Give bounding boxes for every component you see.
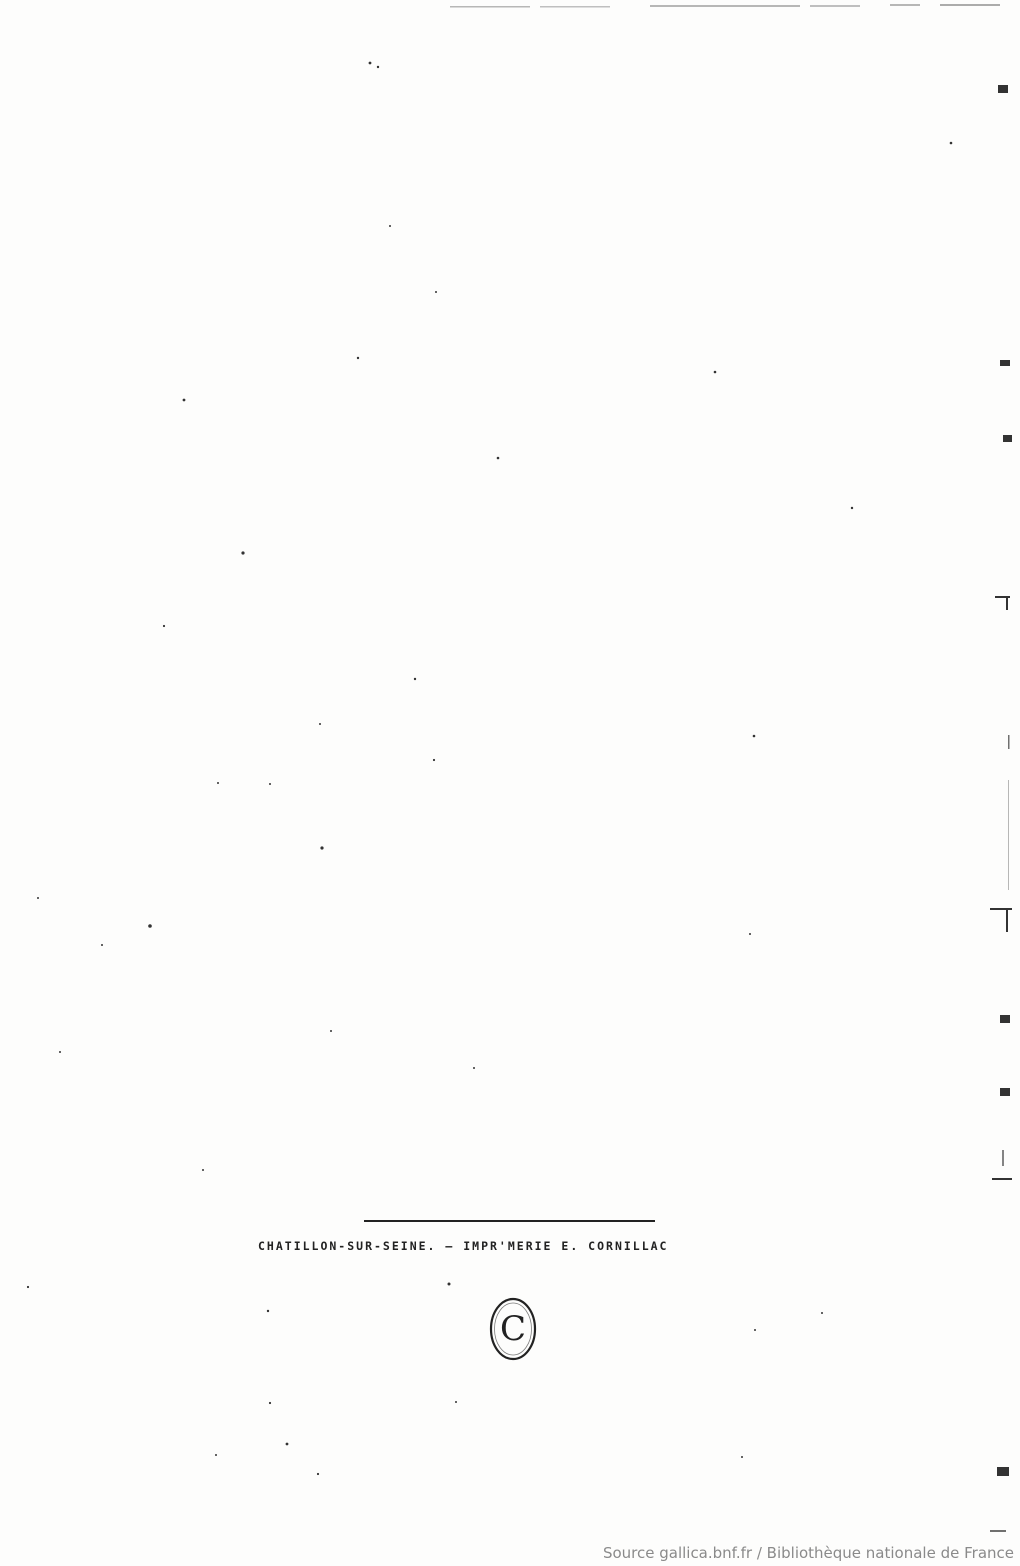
horizontal-rule: [364, 1220, 655, 1222]
source-attribution: Source gallica.bnf.fr / Bibliothèque nat…: [602, 1544, 1014, 1562]
library-stamp-icon: C: [489, 1297, 537, 1361]
printer-imprint: CHATILLON-SUR-SEINE. — IMPR'MERIE E. COR…: [258, 1239, 669, 1253]
stamp-monogram: C: [500, 1309, 526, 1349]
